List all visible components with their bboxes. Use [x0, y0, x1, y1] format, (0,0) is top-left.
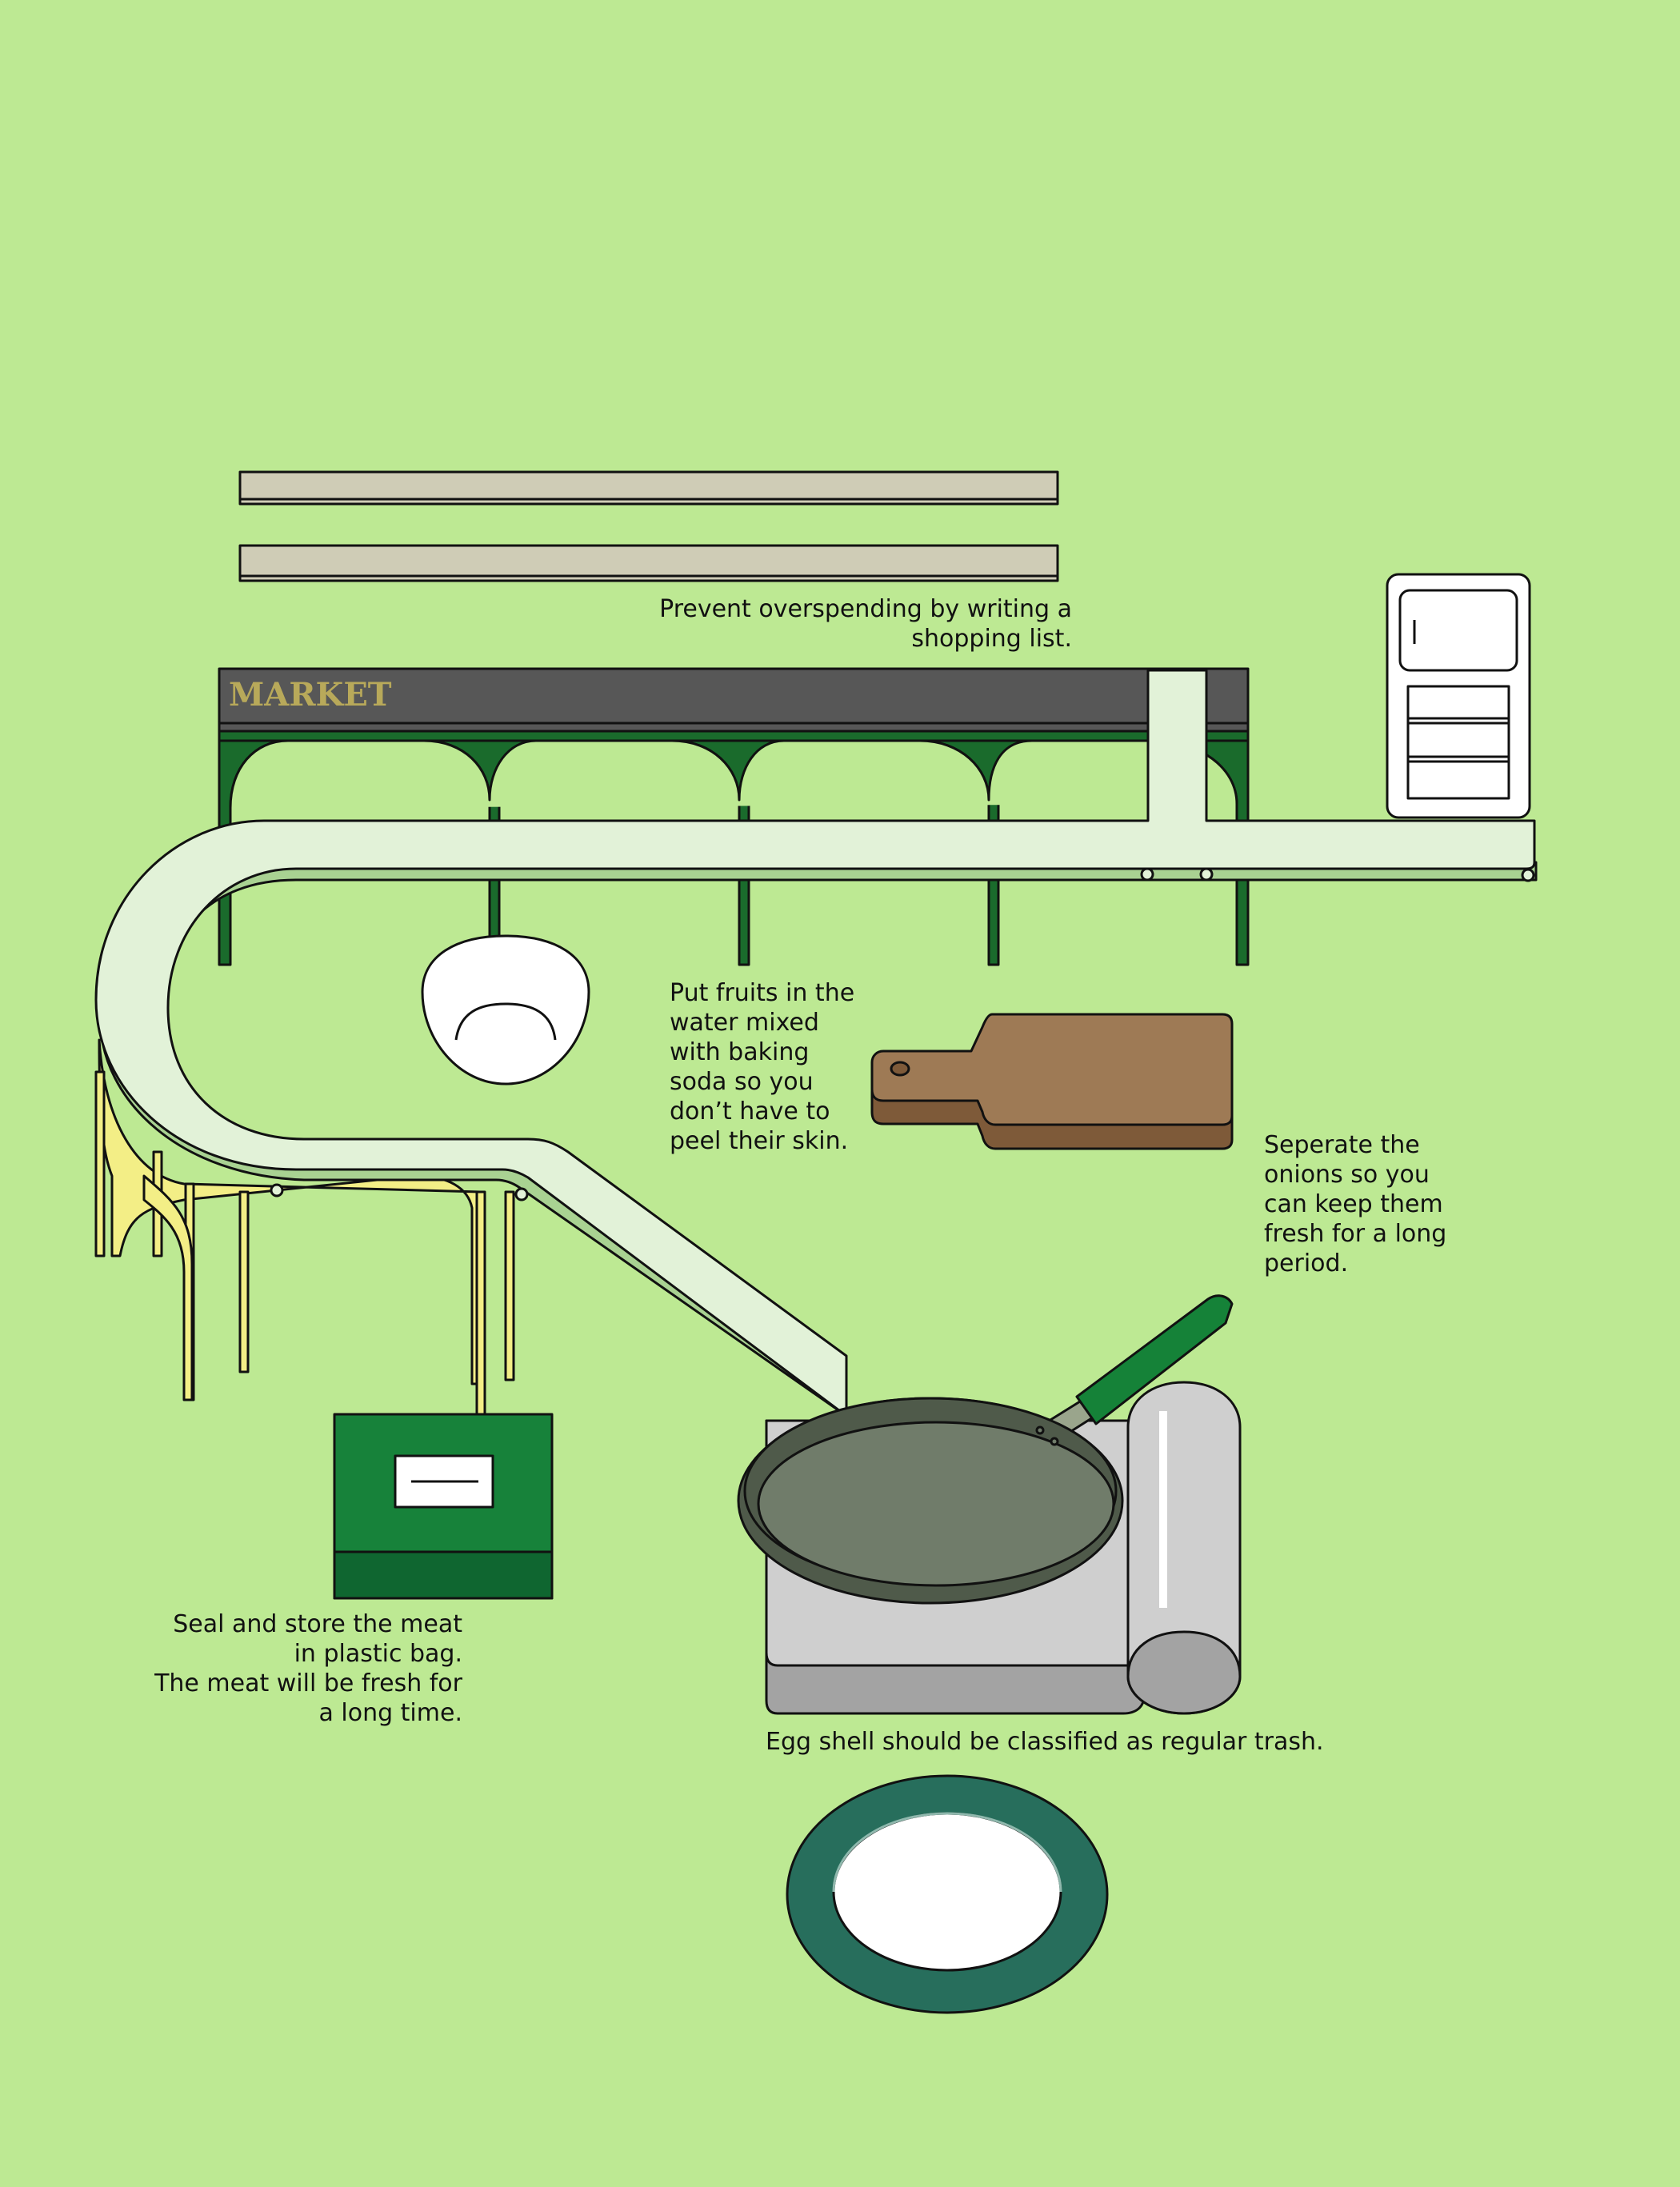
meat-box-icon: [333, 1413, 554, 1600]
upper-shelf-icon: [238, 470, 1059, 506]
fruits-note: Put fruits in the water mixed with bakin…: [670, 979, 855, 1155]
cutting-board-icon: [870, 1013, 1234, 1150]
market-sign: MARKET: [229, 676, 392, 714]
conveyor-belt-icon: [94, 669, 1538, 1434]
egg-shell-note: Egg shell should be classified as regula…: [766, 1728, 1324, 1756]
market-stall-icon: [218, 667, 1250, 966]
lower-shelf-icon: [238, 544, 1059, 582]
refrigerator-icon: [1386, 573, 1531, 819]
onions-note: Seperate the onions so you can keep them…: [1264, 1131, 1447, 1277]
plate-icon: [786, 1774, 1109, 2014]
shopping-list-note: Prevent overspending by writing a shoppi…: [659, 595, 1072, 653]
frying-pan-icon: [737, 1294, 1234, 1605]
bowl-icon: [421, 934, 590, 1086]
meat-note: Seal and store the meat in plastic bag. …: [154, 1610, 462, 1727]
